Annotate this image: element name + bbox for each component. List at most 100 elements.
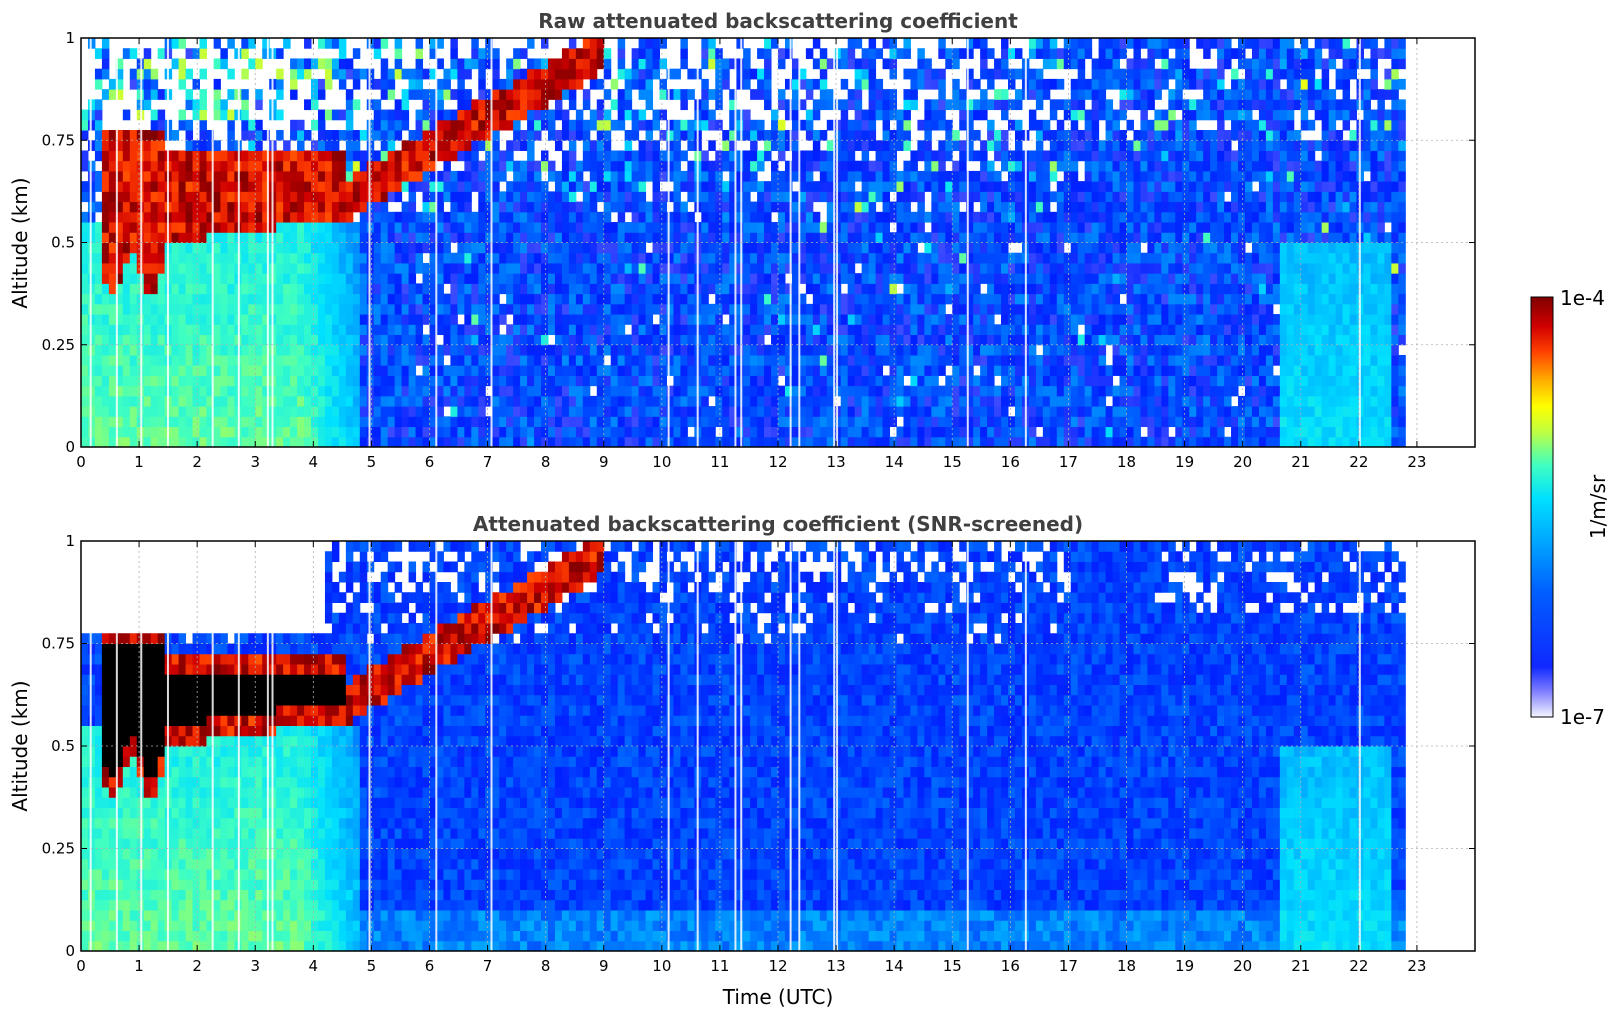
heatmap-cell xyxy=(185,293,194,305)
heatmap-cell xyxy=(227,365,235,376)
heatmap-cell xyxy=(840,406,849,417)
heatmap-cell xyxy=(324,140,333,151)
heatmap-cell xyxy=(722,426,730,438)
heatmap-cell xyxy=(143,232,152,243)
heatmap-cell xyxy=(534,354,542,366)
heatmap-cell xyxy=(812,324,821,336)
heatmap-cell xyxy=(561,406,570,417)
heatmap-cell xyxy=(227,232,235,243)
heatmap-cell xyxy=(924,324,932,336)
heatmap-cell xyxy=(359,273,368,284)
heatmap-cell xyxy=(283,242,291,254)
heatmap-cell xyxy=(847,170,856,182)
heatmap-cell xyxy=(492,365,500,376)
heatmap-cell xyxy=(81,242,89,254)
heatmap-cell xyxy=(959,365,967,376)
heatmap-cell xyxy=(1063,140,1072,151)
heatmap-cell xyxy=(345,170,354,182)
heatmap-cell xyxy=(213,252,221,264)
heatmap-cell xyxy=(1008,119,1016,131)
heatmap-cell xyxy=(283,160,291,172)
heatmap-cell xyxy=(547,211,556,223)
heatmap-cell xyxy=(199,191,207,203)
heatmap-cell xyxy=(429,211,437,223)
heatmap-cell xyxy=(757,160,765,172)
heatmap-cell xyxy=(875,181,884,192)
heatmap-cell xyxy=(819,130,828,141)
heatmap-cell xyxy=(520,48,528,59)
heatmap-cell xyxy=(317,191,326,203)
panel-title: Raw attenuated backscattering coefficien… xyxy=(538,9,1018,33)
heatmap-cell xyxy=(492,48,500,59)
heatmap-cell xyxy=(122,385,131,397)
heatmap-cell xyxy=(1028,262,1037,274)
heatmap-cell xyxy=(527,109,535,121)
heatmap-cell xyxy=(764,89,772,100)
heatmap-cell xyxy=(283,395,291,407)
heatmap-cell xyxy=(338,242,347,254)
heatmap-cell xyxy=(645,150,654,162)
heatmap-cell xyxy=(847,375,856,387)
heatmap-cell xyxy=(129,344,138,356)
heatmap-cell xyxy=(945,191,953,203)
heatmap-cell xyxy=(973,375,981,387)
heatmap-cell xyxy=(994,201,1002,213)
heatmap-cell xyxy=(701,48,709,59)
heatmap-cell xyxy=(847,48,856,59)
heatmap-cell xyxy=(861,252,870,264)
heatmap-cell xyxy=(206,252,214,264)
heatmap-cell xyxy=(122,283,131,295)
heatmap-cell xyxy=(108,160,117,172)
heatmap-cell xyxy=(513,252,521,264)
heatmap-cell xyxy=(652,58,661,70)
heatmap-cell xyxy=(373,416,382,428)
heatmap-cell xyxy=(255,181,263,192)
heatmap-cell xyxy=(771,375,779,387)
heatmap-cell xyxy=(959,324,967,336)
heatmap-cell xyxy=(722,354,730,366)
heatmap-cell xyxy=(338,38,347,49)
heatmap-cell xyxy=(401,303,410,315)
heatmap-cell xyxy=(408,273,417,284)
heatmap-cell xyxy=(1014,89,1023,100)
heatmap-cell xyxy=(554,140,563,151)
heatmap-cell xyxy=(115,436,124,447)
heatmap-cell xyxy=(408,170,417,182)
heatmap-cell xyxy=(603,324,612,336)
heatmap-cell xyxy=(1042,78,1051,90)
heatmap-cell xyxy=(262,201,270,213)
heatmap-cell xyxy=(617,68,626,80)
heatmap-cell xyxy=(715,314,723,325)
heatmap-cell xyxy=(575,48,584,59)
heatmap-cell xyxy=(122,262,131,274)
heatmap-cell xyxy=(1008,222,1016,233)
heatmap-cell xyxy=(380,191,389,203)
heatmap-cell xyxy=(129,262,138,274)
heatmap-cell xyxy=(324,324,333,336)
heatmap-cell xyxy=(638,48,647,59)
heatmap-cell xyxy=(311,334,319,346)
heatmap-cell xyxy=(241,48,249,59)
heatmap-cell xyxy=(450,89,458,100)
heatmap-cell xyxy=(206,222,214,233)
heatmap-cell xyxy=(199,170,207,182)
heatmap-cell xyxy=(966,334,974,346)
heatmap-cell xyxy=(980,262,988,274)
heatmap-cell xyxy=(896,181,904,192)
heatmap-cell xyxy=(520,130,528,141)
heatmap-cell xyxy=(415,140,424,151)
heatmap-cell xyxy=(422,201,430,213)
heatmap-cell xyxy=(352,273,361,284)
heatmap-cell xyxy=(534,252,542,264)
heatmap-cell xyxy=(283,354,291,366)
heatmap-cell xyxy=(959,436,967,447)
heatmap-cell xyxy=(722,232,730,243)
heatmap-cell xyxy=(596,436,605,447)
heatmap-cell xyxy=(290,436,298,447)
heatmap-cell xyxy=(805,170,814,182)
heatmap-cell xyxy=(408,334,417,346)
heatmap-cell xyxy=(910,160,918,172)
heatmap-cell xyxy=(861,406,870,417)
heatmap-cell xyxy=(778,293,786,305)
heatmap-cell xyxy=(213,170,221,182)
